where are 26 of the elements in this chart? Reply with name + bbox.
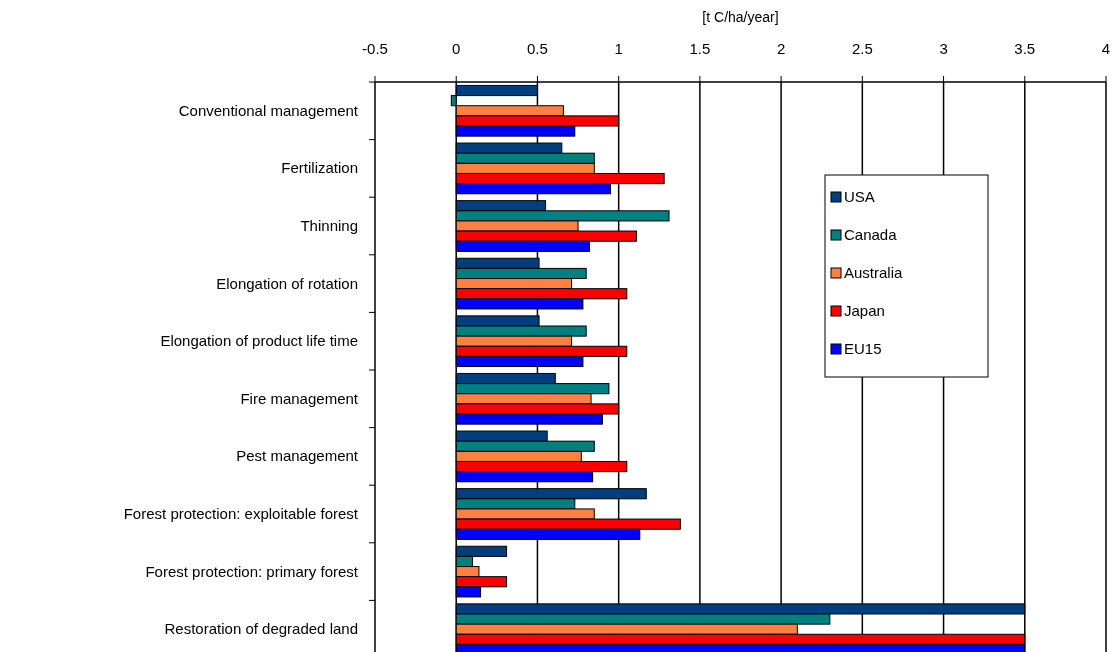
y-tick-label: Pest management (236, 447, 359, 465)
x-tick-label: 3.5 (1014, 40, 1036, 57)
x-axis-title: [t C/ha/year] (702, 9, 779, 25)
legend-label: Australia (844, 264, 904, 281)
x-tick-label: 2 (776, 40, 786, 57)
y-tick-label: Fertilization (281, 159, 358, 177)
y-tick-label: Elongation of product life time (160, 332, 358, 350)
x-tick-label: 0 (452, 40, 461, 57)
legend-label: Japan (844, 302, 885, 319)
y-tick-label: Restoration of degraded land (164, 620, 358, 638)
x-tick-label: 0.5 (527, 40, 548, 57)
y-tick-label: Fire management (240, 389, 359, 407)
y-tick-label: Forest protection: exploitable forest (123, 505, 359, 522)
legend-label: Canada (844, 226, 898, 243)
y-tick-label: Conventional management (178, 101, 359, 119)
legend-label: USA (844, 188, 875, 205)
x-tick-label: -0.5 (362, 40, 388, 57)
legend-label: EU15 (844, 340, 882, 357)
x-tick-label: 3 (939, 40, 948, 57)
x-tick-label: 2.5 (851, 40, 873, 57)
x-tick-label: 1 (614, 40, 623, 57)
y-tick-label: Forest protection: primary forest (145, 562, 359, 580)
y-tick-label: Elongation of rotation (216, 274, 358, 292)
y-tick-label: Thinning (300, 217, 358, 234)
x-tick-label: 1.5 (689, 40, 711, 57)
x-tick-label: 4 (1101, 40, 1111, 57)
